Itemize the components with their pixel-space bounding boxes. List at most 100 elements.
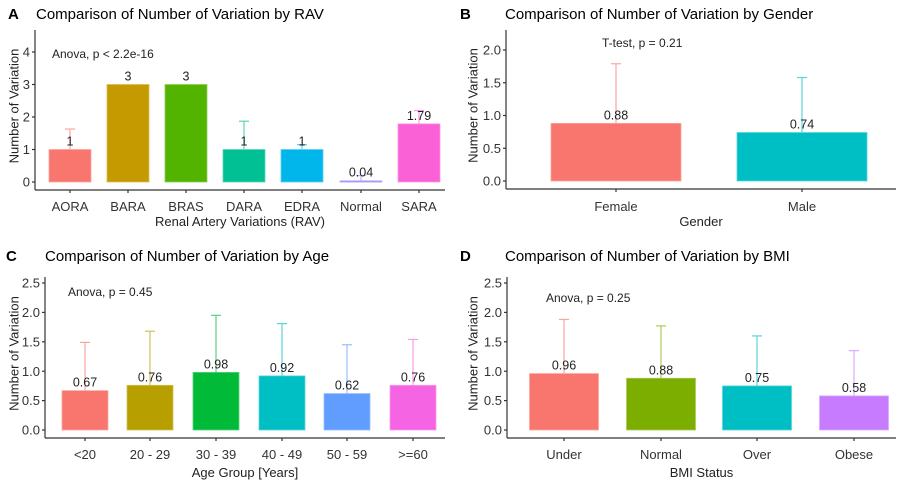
x-tick-label: EDRA: [284, 199, 320, 214]
x-tick-label: Female: [594, 199, 637, 214]
y-tick-label: 0.0: [22, 423, 40, 438]
x-tick-label: 30 - 39: [196, 447, 236, 462]
data-label: 1: [67, 135, 74, 149]
data-label: 0.76: [138, 370, 162, 384]
y-tick-label: 1: [23, 142, 30, 157]
y-tick-label: 2.5: [22, 276, 40, 291]
bar-4049: [258, 375, 306, 431]
y-tick-label: 4: [23, 45, 30, 60]
bar-bras: [164, 84, 208, 183]
bar-bara: [106, 84, 150, 183]
y-tick-label: 1.0: [484, 364, 502, 379]
x-tick-label: <20: [74, 447, 96, 462]
x-tick-label: Over: [743, 447, 772, 462]
chart-title: Comparison of Number of Variation by RAV: [36, 6, 324, 23]
x-tick-label: Male: [788, 199, 816, 214]
data-label: 0.88: [649, 363, 673, 377]
bar-under: [529, 373, 599, 431]
y-tick-label: 0: [23, 175, 30, 190]
bar-normal: [626, 377, 696, 431]
panel-b: B Comparison of Number of Variation by Ge…: [460, 6, 896, 229]
stat-annotation: Anova, p < 2.2e-16: [52, 47, 154, 61]
panel-a: A Comparison of Number of Variation by RA…: [7, 6, 445, 229]
y-tick-label: 2.0: [22, 305, 40, 320]
stat-annotation: T-test, p = 0.21: [602, 36, 683, 50]
y-tick-label: 2.5: [484, 276, 502, 291]
bar-male: [736, 132, 868, 182]
y-tick-label: 1.0: [22, 364, 40, 379]
x-tick-label: DARA: [226, 199, 262, 214]
panel-letter: C: [6, 248, 17, 265]
bar-over: [722, 385, 792, 431]
panel-d: D Comparison of Number of Variation by BM…: [460, 248, 896, 480]
bar-2029: [126, 384, 174, 431]
data-label: 0.67: [73, 376, 97, 390]
x-tick-label: Obese: [835, 447, 873, 462]
y-tick-label: 0.0: [484, 423, 502, 438]
data-label: 1: [299, 135, 306, 149]
y-tick-label: 1.5: [484, 334, 502, 349]
bar-5059: [323, 393, 371, 431]
bar-60: [389, 384, 437, 431]
data-label: 0.96: [552, 359, 576, 373]
bar-sara: [397, 123, 441, 183]
x-tick-label: BARA: [110, 199, 146, 214]
data-label: 0.88: [604, 108, 628, 122]
stat-annotation: Anova, p = 0.25: [546, 291, 631, 305]
stat-annotation: Anova, p = 0.45: [68, 285, 153, 299]
bar-dara: [222, 149, 266, 183]
x-tick-label: AORA: [52, 199, 89, 214]
x-tick-label: Under: [546, 447, 582, 462]
x-axis-title: BMI Status: [670, 465, 734, 480]
data-label: 0.74: [790, 118, 814, 132]
x-tick-label: >=60: [398, 447, 428, 462]
y-axis-title: Number of Variation: [466, 296, 481, 411]
y-tick-label: 2.0: [484, 305, 502, 320]
y-tick-label: 3: [23, 77, 30, 92]
panel-c: C Comparison of Number of Variation by Ag…: [6, 248, 445, 480]
data-label: 0.62: [335, 379, 359, 393]
bar-20: [61, 390, 109, 431]
data-label: 0.92: [270, 361, 294, 375]
y-tick-label: 0.5: [484, 393, 502, 408]
chart-title: Comparison of Number of Variation by BMI: [505, 248, 790, 265]
data-label: 0.98: [204, 357, 228, 371]
y-tick-label: 2: [23, 110, 30, 125]
bar-obese: [819, 395, 889, 431]
chart-title: Comparison of Number of Variation by Age: [45, 248, 329, 265]
x-axis-title: Age Group [Years]: [192, 465, 298, 480]
data-label: 0.75: [745, 371, 769, 385]
bar-edra: [280, 149, 324, 183]
data-label: 0.04: [349, 166, 373, 180]
bar-3039: [192, 371, 240, 431]
data-label: 1.79: [407, 109, 431, 123]
x-tick-label: Normal: [640, 447, 682, 462]
x-axis-title: Gender: [679, 214, 723, 229]
data-label: 0.58: [842, 381, 866, 395]
x-tick-label: Normal: [340, 199, 382, 214]
bar-aora: [48, 149, 92, 183]
data-label: 3: [183, 70, 190, 84]
x-tick-label: SARA: [401, 199, 437, 214]
y-tick-label: 1.5: [483, 75, 501, 90]
y-tick-label: 1.0: [483, 108, 501, 123]
y-tick-label: 0.0: [483, 174, 501, 189]
x-tick-label: 40 - 49: [262, 447, 302, 462]
x-tick-label: 50 - 59: [327, 447, 367, 462]
panel-letter: A: [8, 6, 19, 23]
y-axis-title: Number of Variation: [7, 296, 22, 411]
x-tick-label: BRAS: [168, 199, 204, 214]
y-tick-label: 2.0: [483, 43, 501, 58]
y-tick-label: 1.5: [22, 334, 40, 349]
chart-title: Comparison of Number of Variation by Gen…: [505, 6, 813, 23]
y-tick-label: 0.5: [22, 393, 40, 408]
x-tick-label: 20 - 29: [130, 447, 170, 462]
x-axis-title: Renal Artery Variations (RAV): [155, 214, 325, 229]
y-axis-title: Number of Variation: [7, 49, 22, 164]
data-label: 1: [241, 135, 248, 149]
panel-letter: D: [460, 248, 471, 265]
bar-female: [550, 122, 682, 182]
y-tick-label: 0.5: [483, 141, 501, 156]
bar-normal: [339, 180, 383, 183]
